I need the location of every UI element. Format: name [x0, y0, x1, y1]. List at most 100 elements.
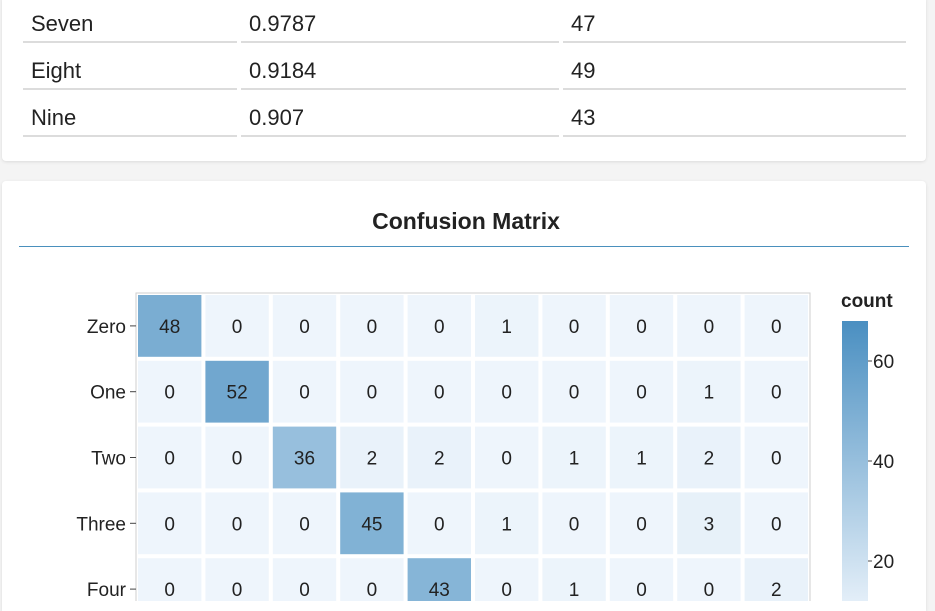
- cell-value-label: 0: [771, 449, 782, 470]
- cell-value-label: 0: [299, 317, 310, 338]
- cell-value-label: 0: [232, 317, 243, 338]
- score-cell: 0.907: [241, 92, 559, 137]
- heatmap-cell: [407, 295, 471, 357]
- heatmap-cell: [407, 492, 471, 555]
- cell-value-label: 48: [159, 317, 180, 338]
- cell-value-label: 0: [164, 383, 175, 404]
- support-cell: 47: [563, 0, 906, 43]
- cell-value-label: 1: [704, 383, 715, 404]
- heatmap-cell: [744, 426, 808, 489]
- support-cell: 49: [563, 45, 906, 90]
- cell-value-label: 1: [636, 449, 647, 470]
- cell-value-label: 2: [771, 580, 782, 601]
- cell-value-label: 52: [227, 383, 248, 404]
- heatmap-cell: [407, 426, 471, 489]
- cell-value-label: 0: [164, 449, 175, 470]
- heatmap-cell: [744, 492, 808, 555]
- cell-value-label: 1: [501, 514, 512, 535]
- cell-value-label: 1: [569, 580, 580, 601]
- cell-value-label: 0: [299, 383, 310, 404]
- heatmap-cell: [138, 360, 202, 423]
- legend-color-bar: [842, 321, 868, 601]
- metrics-table: Seven 0.9787 47 Eight 0.9184 49 Nine 0.907 43: [2, 0, 926, 161]
- heatmap-cell: [272, 558, 337, 601]
- heatmap-cell: [407, 558, 471, 601]
- y-tick-label: Four: [87, 580, 127, 601]
- heatmap-cell: [542, 360, 606, 423]
- heatmap-cell: [542, 558, 606, 601]
- heatmap-cell: [475, 492, 539, 555]
- heatmap-cell: [272, 295, 337, 357]
- cell-value-label: 1: [501, 317, 512, 338]
- heatmap-cell: [340, 360, 404, 423]
- heatmap-cell: [744, 360, 808, 423]
- heatmap-cell: [475, 558, 539, 601]
- y-tick-label: One: [90, 383, 126, 404]
- heatmap-cell: [542, 426, 606, 489]
- cell-value-label: 0: [232, 449, 243, 470]
- confusion-matrix-panel: Confusion Matrix Zero 48 0 0 0 0 1 0 0 0 0 One 0 52 0 0…: [2, 181, 926, 611]
- cell-value-label: 0: [569, 317, 580, 338]
- cell-value-label: 0: [367, 317, 378, 338]
- cell-value-label: 0: [164, 514, 175, 535]
- cell-value-label: 0: [704, 580, 715, 601]
- heatmap-cell: [272, 492, 337, 555]
- heatmap-cell: [340, 295, 404, 357]
- cell-value-label: 0: [367, 383, 378, 404]
- heatmap-cell: [609, 492, 674, 555]
- cell-value-label: 0: [299, 580, 310, 601]
- cell-value-label: 0: [569, 514, 580, 535]
- heatmap-cell: [475, 295, 539, 357]
- heatmap-cell: [272, 426, 337, 489]
- class-name-cell: Nine: [23, 92, 237, 137]
- heatmap-cell: [609, 426, 674, 489]
- heatmap-cell: [205, 558, 269, 601]
- cell-value-label: 1: [569, 449, 580, 470]
- cell-value-label: 2: [434, 449, 445, 470]
- support-cell: 43: [563, 92, 906, 137]
- cell-value-label: 0: [164, 580, 175, 601]
- cell-value-label: 0: [569, 383, 580, 404]
- cell-value-label: 2: [704, 449, 715, 470]
- heatmap-cell: [340, 558, 404, 601]
- heatmap-cell: [205, 426, 269, 489]
- cell-value-label: 0: [501, 580, 512, 601]
- heatmap-cell: [407, 360, 471, 423]
- heatmap-cell: [272, 360, 337, 423]
- cell-value-label: 0: [704, 317, 715, 338]
- heatmap-cell: [677, 360, 741, 423]
- class-name-cell: Eight: [23, 45, 237, 90]
- cell-value-label: 0: [636, 383, 647, 404]
- heatmap-cell: [542, 492, 606, 555]
- table-row: Seven 0.9787 47: [2, 0, 926, 45]
- heatmap-cell: [542, 295, 606, 357]
- cell-value-label: 0: [232, 580, 243, 601]
- cell-value-label: 0: [771, 514, 782, 535]
- heatmap-cell: [609, 295, 674, 357]
- cell-value-label: 0: [771, 317, 782, 338]
- heatmap-cell: [340, 426, 404, 489]
- heatmap-cell: [609, 558, 674, 601]
- heatmap-cell: [138, 492, 202, 555]
- cell-value-label: 0: [434, 383, 445, 404]
- heatmap-cell: [677, 558, 741, 601]
- cell-value-label: 0: [434, 317, 445, 338]
- heatmap-cell: [744, 295, 808, 357]
- cell-value-label: 45: [361, 514, 382, 535]
- cell-value-label: 3: [704, 514, 715, 535]
- heatmap-cell: [205, 492, 269, 555]
- cell-value-label: 0: [771, 383, 782, 404]
- cell-value-label: 0: [636, 317, 647, 338]
- cell-value-label: 36: [294, 449, 315, 470]
- cell-value-label: 0: [434, 514, 445, 535]
- heatmap-cell: [677, 426, 741, 489]
- legend-tick-label: 60: [873, 352, 894, 373]
- y-tick-label: Zero: [87, 317, 126, 338]
- heatmap-cell: [677, 295, 741, 357]
- table-row: Nine 0.907 43: [2, 92, 926, 139]
- title-divider: [19, 246, 909, 247]
- cell-value-label: 0: [299, 514, 310, 535]
- y-tick-label: Three: [76, 514, 126, 535]
- heatmap-cell: [475, 426, 539, 489]
